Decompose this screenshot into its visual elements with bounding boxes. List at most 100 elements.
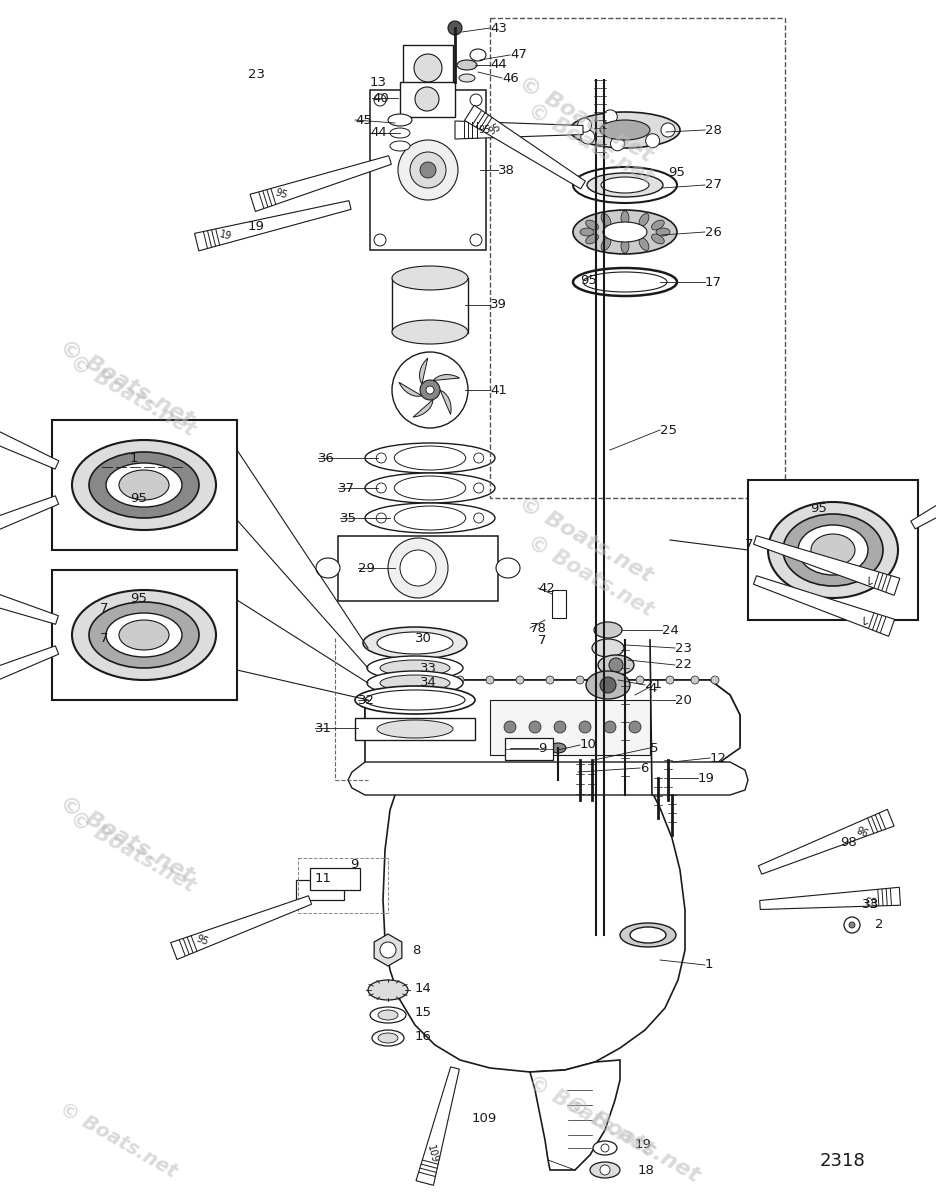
Circle shape <box>456 676 464 684</box>
FancyBboxPatch shape <box>310 868 360 890</box>
Ellipse shape <box>592 638 624 658</box>
Text: 44: 44 <box>370 126 387 139</box>
Circle shape <box>452 686 462 697</box>
Circle shape <box>691 676 699 684</box>
Ellipse shape <box>390 128 410 138</box>
Circle shape <box>380 942 396 958</box>
Ellipse shape <box>106 613 182 658</box>
Text: 29: 29 <box>358 562 375 575</box>
Ellipse shape <box>550 743 566 754</box>
Ellipse shape <box>594 622 622 638</box>
Text: 19: 19 <box>635 1139 651 1152</box>
Ellipse shape <box>651 220 665 230</box>
Text: 95: 95 <box>274 187 289 200</box>
Polygon shape <box>433 374 460 380</box>
Ellipse shape <box>365 443 495 473</box>
Text: 95: 95 <box>668 166 685 179</box>
Circle shape <box>415 686 425 697</box>
Circle shape <box>609 658 623 672</box>
Circle shape <box>849 922 855 928</box>
Circle shape <box>400 550 436 586</box>
Circle shape <box>477 686 488 697</box>
Text: 25: 25 <box>660 424 677 437</box>
Ellipse shape <box>573 167 677 203</box>
Text: 28: 28 <box>705 124 722 137</box>
Ellipse shape <box>380 660 450 676</box>
Text: 14: 14 <box>415 982 431 995</box>
Circle shape <box>601 686 610 697</box>
Text: 22: 22 <box>675 659 692 672</box>
Polygon shape <box>365 680 740 780</box>
Circle shape <box>646 686 656 697</box>
Polygon shape <box>413 400 433 418</box>
Text: 95: 95 <box>195 934 210 947</box>
Text: 19: 19 <box>219 229 233 241</box>
Circle shape <box>610 137 624 151</box>
Ellipse shape <box>367 656 463 680</box>
Ellipse shape <box>372 1030 404 1046</box>
Ellipse shape <box>583 272 667 292</box>
FancyBboxPatch shape <box>552 590 566 618</box>
Circle shape <box>511 686 521 697</box>
Ellipse shape <box>656 228 670 236</box>
Circle shape <box>604 110 618 124</box>
Text: 33: 33 <box>862 899 879 912</box>
Text: 109: 109 <box>472 1111 497 1124</box>
Text: 7: 7 <box>100 631 109 644</box>
Text: 41: 41 <box>490 384 507 396</box>
Ellipse shape <box>639 238 649 251</box>
Text: 30: 30 <box>415 631 431 644</box>
Ellipse shape <box>363 626 467 659</box>
Text: © Boats.net: © Boats.net <box>56 1099 181 1181</box>
Text: © Boats.net: © Boats.net <box>66 808 198 896</box>
Circle shape <box>474 452 484 463</box>
Circle shape <box>646 133 660 148</box>
FancyBboxPatch shape <box>403 44 453 90</box>
Ellipse shape <box>316 558 340 578</box>
Ellipse shape <box>621 211 629 226</box>
Ellipse shape <box>586 220 598 230</box>
Polygon shape <box>374 934 402 966</box>
Text: 33: 33 <box>420 661 437 674</box>
Text: 98: 98 <box>856 822 870 835</box>
Circle shape <box>374 234 386 246</box>
Text: 95: 95 <box>130 492 147 504</box>
Ellipse shape <box>365 503 495 533</box>
Text: 11: 11 <box>315 871 332 884</box>
Polygon shape <box>383 776 685 1072</box>
Ellipse shape <box>580 228 594 236</box>
Text: 12: 12 <box>710 751 727 764</box>
Text: © Boats.net: © Boats.net <box>524 1072 657 1160</box>
Ellipse shape <box>394 476 466 500</box>
Text: 18: 18 <box>638 1164 655 1176</box>
Text: 21: 21 <box>645 678 662 691</box>
Circle shape <box>606 676 614 684</box>
Circle shape <box>578 686 589 697</box>
Text: 9: 9 <box>350 858 358 871</box>
Text: 1: 1 <box>705 959 713 972</box>
Text: 35: 35 <box>340 511 357 524</box>
Circle shape <box>474 482 484 493</box>
Ellipse shape <box>620 923 676 947</box>
Ellipse shape <box>630 926 666 943</box>
Circle shape <box>680 686 690 697</box>
Ellipse shape <box>72 440 216 530</box>
Polygon shape <box>419 358 428 384</box>
Ellipse shape <box>367 671 463 695</box>
Text: 7: 7 <box>745 539 753 552</box>
Text: 95: 95 <box>130 592 147 605</box>
Text: 2: 2 <box>875 918 884 931</box>
Circle shape <box>420 162 436 178</box>
Circle shape <box>410 686 420 697</box>
Circle shape <box>474 514 484 523</box>
Circle shape <box>376 514 387 523</box>
Circle shape <box>612 686 622 697</box>
Polygon shape <box>455 121 583 139</box>
FancyBboxPatch shape <box>52 570 237 700</box>
FancyBboxPatch shape <box>52 420 237 550</box>
Polygon shape <box>399 383 422 396</box>
Circle shape <box>444 686 454 697</box>
Text: 15: 15 <box>415 1007 432 1020</box>
Text: 24: 24 <box>662 624 679 636</box>
Text: 47: 47 <box>510 48 527 61</box>
